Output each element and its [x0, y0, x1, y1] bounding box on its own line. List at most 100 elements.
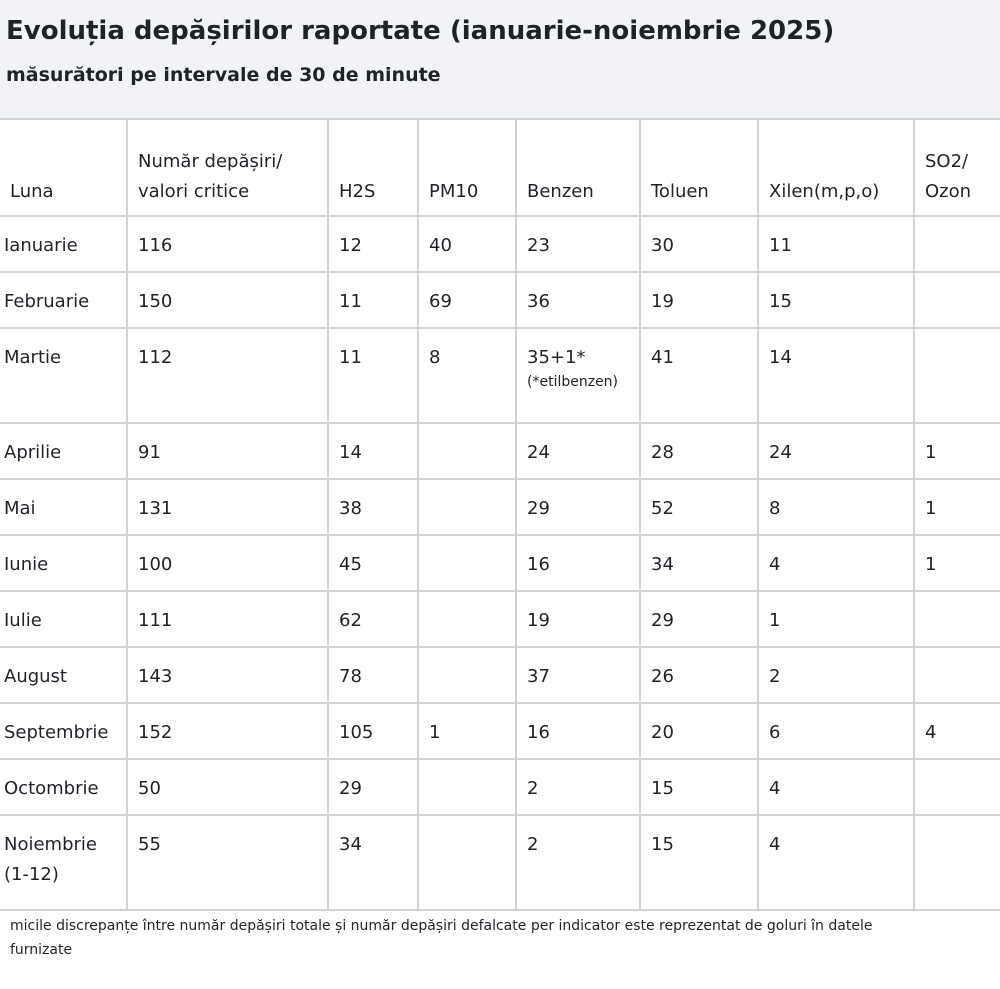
column-header: Xilen(m,p,o): [757, 118, 915, 217]
table-cell: 20: [639, 702, 759, 760]
table-row: Octombrie 50 29 2 15 4: [0, 758, 1000, 816]
table-cell: 12: [327, 215, 419, 273]
empty-cell: [913, 814, 1000, 911]
month-cell: August: [0, 646, 128, 704]
month-cell: Septembrie: [0, 702, 128, 760]
month-cell: Februarie: [0, 271, 128, 329]
table-cell: 15: [757, 271, 915, 329]
table-cell: 8: [417, 327, 517, 424]
empty-cell: [913, 646, 1000, 704]
table-cell: 35+1* (*etilbenzen): [515, 327, 641, 424]
column-header: Luna: [0, 118, 128, 217]
empty-cell: [913, 215, 1000, 273]
table-cell: 52: [639, 478, 759, 536]
empty-cell: [913, 590, 1000, 648]
table-cell: 26: [639, 646, 759, 704]
table-row: Aprilie 91 14 24 28 24 1: [0, 422, 1000, 480]
table-cell: 55: [126, 814, 329, 911]
empty-cell: [913, 758, 1000, 816]
empty-cell: [417, 646, 517, 704]
table-cell: 100: [126, 534, 329, 592]
month-cell: Noiembrie (1-12): [0, 814, 128, 911]
table-cell: 23: [515, 215, 641, 273]
table-cell: 6: [757, 702, 915, 760]
empty-cell: [417, 534, 517, 592]
table-row: Mai 131 38 29 52 8 1: [0, 478, 1000, 536]
table-cell: 143: [126, 646, 329, 704]
cell-value: 35+1*: [527, 347, 586, 368]
table-cell: 2: [515, 814, 641, 911]
table-cell: 11: [327, 271, 419, 329]
table-cell: 16: [515, 702, 641, 760]
table-cell: 15: [639, 758, 759, 816]
table-cell: 14: [757, 327, 915, 424]
table-cell: 62: [327, 590, 419, 648]
table-cell: 105: [327, 702, 419, 760]
table-cell: 2: [515, 758, 641, 816]
table-row: Iulie 111 62 19 29 1: [0, 590, 1000, 648]
table-cell: 24: [757, 422, 915, 480]
table-cell: 11: [757, 215, 915, 273]
table-cell: 131: [126, 478, 329, 536]
table-row: Septembrie 152 105 1 16 20 6 4: [0, 702, 1000, 760]
table-cell: 41: [639, 327, 759, 424]
table-cell: 15: [639, 814, 759, 911]
table-cell: 16: [515, 534, 641, 592]
table-cell: 11: [327, 327, 419, 424]
table-cell: 34: [639, 534, 759, 592]
month-cell: Mai: [0, 478, 128, 536]
table-cell: 152: [126, 702, 329, 760]
column-header: SO2/ Ozon: [913, 118, 1000, 217]
table-cell: 111: [126, 590, 329, 648]
header-row: Luna Număr depășiri/ valori critice H2S PM1…: [0, 118, 1000, 217]
table-cell: 29: [639, 590, 759, 648]
month-cell: Octombrie: [0, 758, 128, 816]
table-cell: 38: [327, 478, 419, 536]
table-cell: 1: [913, 422, 1000, 480]
empty-cell: [417, 478, 517, 536]
table-cell: 69: [417, 271, 517, 329]
table-cell: 1: [913, 534, 1000, 592]
footnote: micile discrepanțe între număr depășiri …: [10, 918, 873, 958]
month-cell: Ianuarie: [0, 215, 128, 273]
table-cell: 45: [327, 534, 419, 592]
column-header: H2S: [327, 118, 419, 217]
column-header: Benzen: [515, 118, 641, 217]
month-cell: Iulie: [0, 590, 128, 648]
table: Luna Număr depășiri/ valori critice H2S PM1…: [0, 118, 1000, 911]
table-row: Iunie 100 45 16 34 4 1: [0, 534, 1000, 592]
table-row: Noiembrie (1-12) 55 34 2 15 4: [0, 814, 1000, 911]
table-row: August 143 78 37 26 2: [0, 646, 1000, 704]
month-cell: Aprilie: [0, 422, 128, 480]
column-header: Număr depășiri/ valori critice: [126, 118, 329, 217]
table-cell: 1: [417, 702, 517, 760]
table-cell: 28: [639, 422, 759, 480]
table-cell: 2: [757, 646, 915, 704]
empty-cell: [913, 327, 1000, 424]
empty-cell: [913, 271, 1000, 329]
table-cell: 34: [327, 814, 419, 911]
table-cell: 116: [126, 215, 329, 273]
header: Evoluția depășirilor raportate (ianuarie…: [0, 0, 1000, 118]
table-cell: 1: [757, 590, 915, 648]
month-cell: Iunie: [0, 534, 128, 592]
table-row: Martie 112 11 8 35+1* (*etilbenzen) 41 14: [0, 327, 1000, 424]
table-cell: 29: [515, 478, 641, 536]
table-cell: 14: [327, 422, 419, 480]
table-cell: 4: [757, 534, 915, 592]
table-cell: 19: [639, 271, 759, 329]
empty-cell: [417, 422, 517, 480]
table-cell: 29: [327, 758, 419, 816]
table-cell: 30: [639, 215, 759, 273]
empty-cell: [417, 758, 517, 816]
table-cell: 4: [757, 758, 915, 816]
column-header: Toluen: [639, 118, 759, 217]
table-cell: 112: [126, 327, 329, 424]
title: Evoluția depășirilor raportate (ianuarie…: [6, 16, 835, 46]
table-cell: 8: [757, 478, 915, 536]
empty-cell: [417, 814, 517, 911]
table-cell: 40: [417, 215, 517, 273]
empty-cell: [417, 590, 517, 648]
table-cell: 91: [126, 422, 329, 480]
